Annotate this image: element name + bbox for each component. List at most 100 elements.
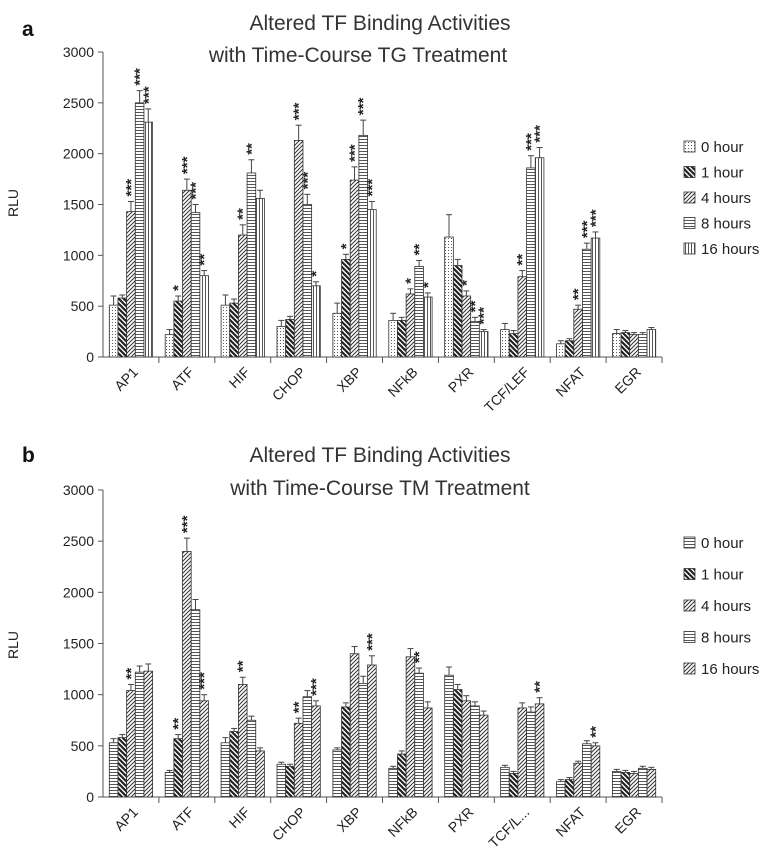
bar <box>470 705 480 798</box>
bar <box>117 297 128 358</box>
bar <box>582 248 592 358</box>
bar <box>397 753 407 798</box>
x-tick-label: EGR <box>611 364 644 397</box>
bar <box>556 781 566 798</box>
bar <box>534 157 545 358</box>
bar <box>246 172 257 358</box>
bar <box>629 773 639 798</box>
significance-stars: *** <box>579 220 596 238</box>
significance-stars: * <box>402 278 419 284</box>
bar <box>500 329 510 358</box>
legend-label: 4 hours <box>701 598 751 615</box>
bar <box>461 700 472 798</box>
legend-label: 8 hours <box>701 630 751 647</box>
significance-stars: *** <box>291 103 308 121</box>
significance-stars: *** <box>532 125 549 143</box>
y-tick-label: 0 <box>86 789 94 805</box>
bar <box>590 237 601 358</box>
bar <box>311 285 321 358</box>
chart-title-line-1: Altered TF Binding Activities <box>249 444 510 467</box>
y-axis-label: RLU <box>5 631 21 659</box>
significance-stars: *** <box>132 68 149 86</box>
legend-label: 1 hour <box>701 567 744 584</box>
bar <box>134 671 145 798</box>
bar <box>526 711 536 798</box>
bar <box>388 319 398 358</box>
legend-swatch <box>683 631 696 643</box>
bar <box>620 332 631 358</box>
y-tick-label: 1000 <box>63 687 94 703</box>
significance-stars: * <box>338 243 355 249</box>
significance-stars: ** <box>235 208 252 220</box>
y-tick-label: 2500 <box>63 533 94 549</box>
y-tick-label: 500 <box>71 738 95 754</box>
plot-area: 050010001500200025003000AP1*********ATF*… <box>63 44 663 415</box>
bar <box>564 340 575 358</box>
bar <box>517 707 527 798</box>
x-tick-label: CHOP <box>269 364 309 404</box>
bar <box>358 134 368 358</box>
bar <box>199 275 209 358</box>
panel-letter: a <box>22 18 34 41</box>
significance-stars: ** <box>570 288 587 300</box>
y-tick-label: 3000 <box>63 44 94 60</box>
bar <box>311 705 321 798</box>
y-tick-label: 2500 <box>63 95 94 111</box>
bar <box>444 236 454 358</box>
bar <box>238 234 248 358</box>
y-tick-label: 2000 <box>63 146 94 162</box>
bar <box>117 737 128 798</box>
significance-stars: *** <box>523 133 540 151</box>
bar <box>238 684 248 798</box>
significance-stars: *** <box>587 209 604 227</box>
legend: 0 hour 1 hour 4 hours 8 hours 16 hours <box>683 139 759 258</box>
legend: 0 hour 1 hour 4 hours 8 hours 16 hours <box>683 535 759 678</box>
bar <box>199 700 209 798</box>
legend-swatch <box>683 568 696 580</box>
bar <box>164 772 175 798</box>
x-tick-label: NFAT <box>552 363 588 399</box>
significance-stars: ** <box>411 244 428 256</box>
significance-stars: ** <box>587 726 604 738</box>
panel-letter: b <box>22 444 35 467</box>
x-tick-label: ATF <box>168 364 197 393</box>
bar <box>190 609 201 798</box>
bar <box>414 672 424 798</box>
significance-stars: * <box>170 285 187 291</box>
x-tick-label: HIF <box>226 364 253 391</box>
bar <box>285 765 295 798</box>
y-tick-label: 0 <box>86 349 94 365</box>
bar <box>190 212 201 358</box>
y-axis-label: RLU <box>5 189 21 217</box>
bar <box>134 102 145 358</box>
bar <box>229 302 239 358</box>
x-tick-label: ATF <box>168 804 197 833</box>
chart-title-line-2: with Time-Course TM Treatment <box>229 477 530 500</box>
significance-stars: ** <box>235 660 252 672</box>
bar <box>405 293 416 358</box>
legend-label: 16 hours <box>701 661 759 678</box>
chart-title-line-1: Altered TF Binding Activities <box>249 12 510 35</box>
legend-swatch <box>683 662 696 675</box>
bar <box>405 656 416 798</box>
y-tick-label: 1500 <box>63 197 94 213</box>
bar <box>246 719 257 798</box>
significance-stars: *** <box>196 672 213 690</box>
significance-stars: *** <box>140 86 157 104</box>
bar <box>478 714 489 798</box>
panel-a: a Altered TF Binding Activities with Tim… <box>5 12 759 415</box>
legend-swatch <box>683 217 696 229</box>
bar <box>108 742 119 798</box>
bar <box>302 204 313 358</box>
legend-swatch <box>683 166 696 178</box>
bar <box>255 197 265 358</box>
bar <box>414 266 424 358</box>
bar <box>556 343 566 358</box>
bar <box>573 308 583 358</box>
bar <box>452 689 463 798</box>
bar <box>108 304 119 358</box>
bar <box>423 707 433 798</box>
y-tick-label: 2000 <box>63 584 94 600</box>
bar <box>423 296 433 358</box>
